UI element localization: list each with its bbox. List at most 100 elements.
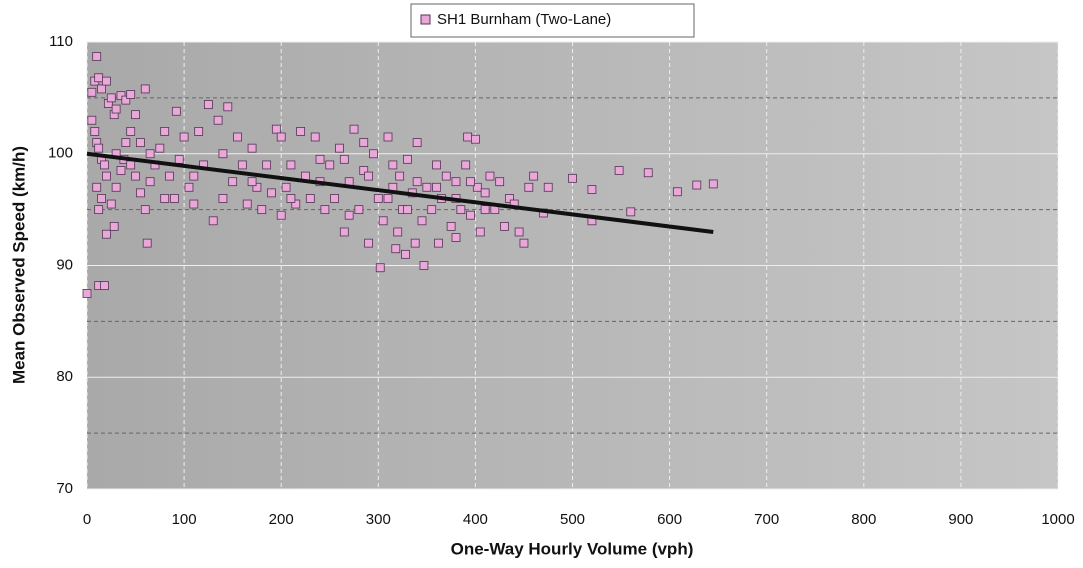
point — [500, 221, 509, 231]
y-tick-label: 90 — [56, 256, 73, 273]
point — [100, 160, 109, 170]
point — [475, 227, 485, 237]
point — [427, 205, 437, 215]
y-axis-title: Mean Observed Speed (km/h) — [9, 146, 28, 384]
point — [126, 127, 136, 136]
point — [463, 132, 473, 142]
x-tick-label: 1000 — [1041, 511, 1074, 528]
point — [184, 182, 194, 192]
point — [320, 205, 330, 215]
point — [364, 171, 373, 181]
y-tick-label: 110 — [49, 33, 73, 50]
point — [140, 205, 150, 215]
point — [262, 160, 272, 170]
x-tick-label: 600 — [657, 511, 682, 528]
point — [456, 205, 466, 215]
point — [189, 199, 199, 209]
x-tick-label: 100 — [172, 511, 197, 528]
point — [174, 154, 184, 164]
point — [359, 138, 369, 147]
point — [395, 171, 405, 181]
x-tick-label: 300 — [366, 511, 391, 528]
x-tick-label: 500 — [560, 511, 585, 528]
point — [310, 132, 320, 142]
point — [102, 229, 111, 239]
point — [92, 52, 102, 61]
point — [330, 194, 340, 203]
x-tick-label: 900 — [948, 511, 973, 528]
point — [441, 171, 451, 181]
point — [94, 73, 104, 83]
point — [189, 171, 199, 181]
point — [466, 177, 475, 187]
point — [276, 132, 286, 142]
point — [708, 179, 718, 189]
point — [116, 166, 126, 175]
point — [208, 216, 218, 226]
point — [529, 171, 539, 181]
point — [401, 249, 410, 259]
point — [111, 104, 121, 114]
point — [233, 132, 242, 142]
legend-swatch — [420, 14, 431, 25]
point — [106, 93, 116, 103]
point — [296, 127, 306, 136]
point — [391, 244, 401, 254]
point — [359, 166, 369, 175]
point — [432, 160, 441, 170]
point — [247, 177, 257, 187]
legend-label: SH1 Burnham (Two-Lane) — [437, 11, 611, 28]
point — [145, 149, 155, 159]
y-tick-label: 80 — [56, 368, 73, 385]
x-tick-label: 0 — [83, 511, 91, 528]
point — [524, 182, 534, 192]
point — [286, 194, 296, 203]
point — [672, 187, 682, 197]
point — [247, 143, 257, 153]
point — [140, 84, 150, 94]
point — [495, 177, 505, 187]
point — [412, 177, 422, 187]
point — [165, 171, 174, 181]
point — [179, 132, 189, 142]
point — [466, 210, 475, 220]
point — [97, 84, 106, 94]
point — [94, 205, 104, 215]
point — [451, 177, 461, 187]
point — [403, 154, 412, 164]
point — [383, 132, 393, 142]
point — [451, 233, 461, 242]
point — [126, 160, 136, 170]
point — [291, 199, 301, 209]
point — [419, 261, 429, 270]
point — [349, 124, 359, 134]
point — [126, 90, 136, 99]
y-tick-label: 100 — [48, 145, 73, 162]
legend — [410, 3, 695, 38]
point — [335, 143, 344, 153]
point — [422, 182, 432, 192]
point — [412, 138, 422, 147]
point — [514, 227, 524, 237]
point — [121, 95, 131, 105]
x-tick-label: 700 — [754, 511, 779, 528]
point — [160, 127, 170, 136]
point — [375, 263, 385, 273]
point — [102, 171, 111, 181]
point — [171, 106, 181, 116]
point — [543, 182, 553, 192]
point — [100, 281, 109, 291]
point — [485, 171, 495, 181]
point — [354, 205, 364, 215]
point — [102, 76, 111, 86]
point — [82, 289, 92, 298]
point — [111, 182, 121, 192]
point — [136, 138, 145, 147]
point — [378, 216, 388, 226]
point — [470, 134, 480, 144]
point — [97, 194, 106, 203]
point — [339, 154, 349, 164]
point — [218, 149, 228, 159]
point — [223, 102, 233, 112]
